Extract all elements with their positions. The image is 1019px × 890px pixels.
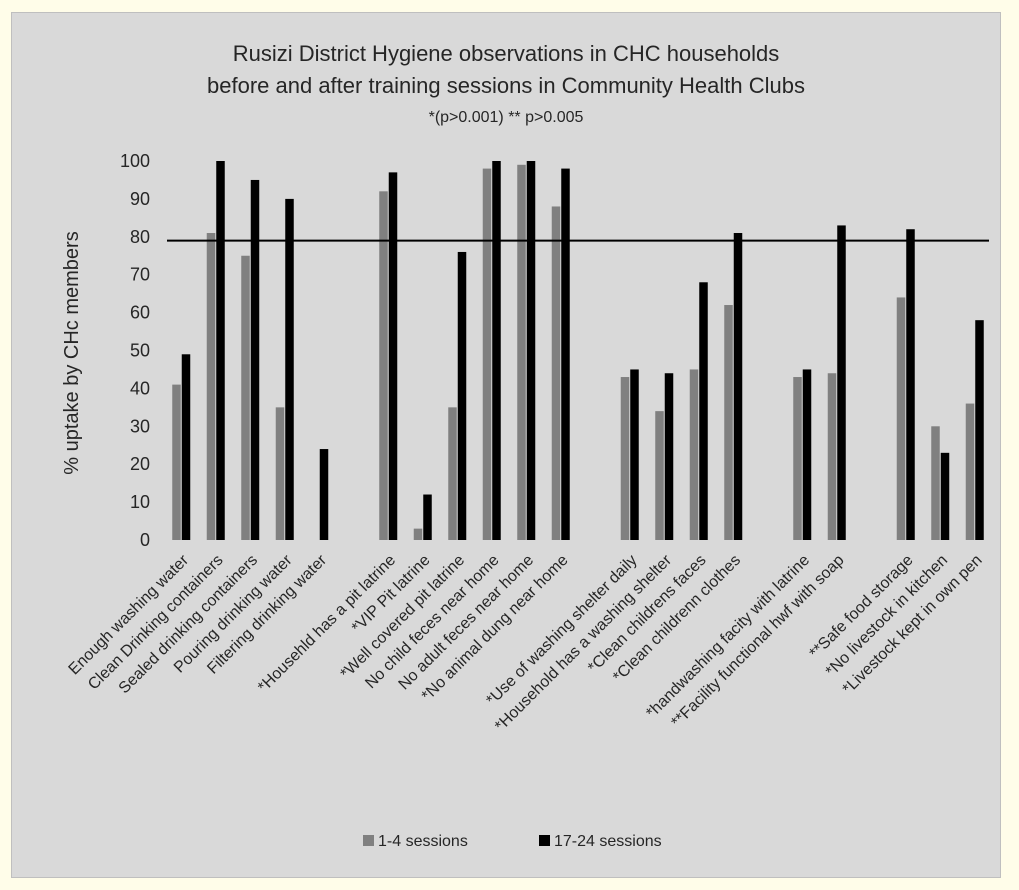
y-axis-ticks: 0 10 20 30 40 50 60 70 80 90 100 xyxy=(120,151,150,550)
y-tick-label: 30 xyxy=(130,416,150,436)
bar-series-2 xyxy=(181,354,191,540)
bar-series-1 xyxy=(724,305,733,540)
y-tick-label: 100 xyxy=(120,151,150,171)
bar-series-1 xyxy=(517,164,526,541)
bar-series-1 xyxy=(655,411,664,540)
bar-series-2 xyxy=(526,161,536,540)
legend-swatch-series-2 xyxy=(539,835,550,846)
bar-series-1 xyxy=(172,384,181,540)
bar-series-1 xyxy=(896,297,906,540)
bar-series-1 xyxy=(551,206,561,541)
bar-series-2 xyxy=(216,161,225,540)
bar-chart: Rusizi District Hygiene observations in … xyxy=(61,41,989,850)
bar-series-2 xyxy=(319,449,329,540)
legend: 1-4 sessions 17-24 sessions xyxy=(363,833,662,850)
y-tick-label: 70 xyxy=(130,265,150,285)
legend-swatch-series-1 xyxy=(363,835,374,846)
bar-series-1 xyxy=(827,373,837,540)
legend-label-series-1: 1-4 sessions xyxy=(378,833,468,850)
chart-title-line-1: Rusizi District Hygiene observations in … xyxy=(233,41,780,66)
bar-series-2 xyxy=(250,179,260,540)
bar-series-2 xyxy=(940,452,950,540)
bar-series-2 xyxy=(630,369,639,540)
bar-series-2 xyxy=(837,225,846,540)
bar-series-2 xyxy=(492,161,501,540)
bar-series-2 xyxy=(733,233,743,540)
y-tick-label: 90 xyxy=(130,189,150,209)
y-tick-label: 50 xyxy=(130,341,150,361)
bar-series-2 xyxy=(561,168,570,540)
bar-series-1 xyxy=(206,233,216,540)
bar-series-2 xyxy=(423,494,432,540)
chart-title-line-2: before and after training sessions in Co… xyxy=(207,73,805,98)
y-tick-label: 60 xyxy=(130,303,150,323)
x-category-label: Clean Drinking containers xyxy=(85,552,227,694)
bar-series-1 xyxy=(448,407,457,540)
bar-series-2 xyxy=(975,320,984,540)
x-category-label: *Livestock kept in own pen xyxy=(840,552,986,698)
chart-subtitle: *(p>0.001) ** p>0.005 xyxy=(429,109,584,126)
bar-series-1 xyxy=(689,369,699,540)
y-tick-label: 20 xyxy=(130,454,150,474)
bar-series-1 xyxy=(965,403,975,540)
chart-panel: Rusizi District Hygiene observations in … xyxy=(11,12,1001,878)
bar-series-2 xyxy=(802,369,812,540)
y-tick-label: 0 xyxy=(140,530,150,550)
bars xyxy=(172,161,984,541)
bar-series-2 xyxy=(285,198,294,540)
bar-series-1 xyxy=(931,426,940,540)
bar-series-2 xyxy=(664,373,674,540)
bar-series-1 xyxy=(275,407,285,540)
bar-series-2 xyxy=(906,229,915,540)
bar-series-1 xyxy=(620,377,630,540)
x-category-label: Sealed drinking containers xyxy=(116,552,261,697)
y-tick-label: 40 xyxy=(130,378,150,398)
bar-series-2 xyxy=(388,172,398,540)
bar-series-1 xyxy=(482,168,492,540)
bar-series-1 xyxy=(413,528,423,540)
legend-label-series-2: 17-24 sessions xyxy=(554,833,662,850)
y-tick-label: 10 xyxy=(130,492,150,512)
bar-series-1 xyxy=(241,255,250,540)
y-axis-label: % uptake by CHc members xyxy=(61,231,83,474)
bar-series-2 xyxy=(699,282,708,540)
bar-series-2 xyxy=(457,251,467,540)
bar-series-1 xyxy=(379,191,388,540)
y-tick-label: 80 xyxy=(130,227,150,247)
bar-series-1 xyxy=(793,377,802,540)
